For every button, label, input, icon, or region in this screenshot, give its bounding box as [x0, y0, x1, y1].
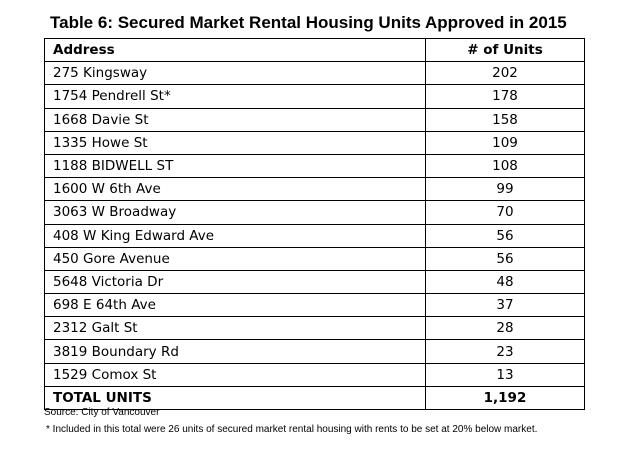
units-cell: 48 [425, 269, 585, 295]
units-cell: 158 [425, 107, 585, 132]
units-cell: 56 [425, 223, 585, 248]
units-cell: 99 [425, 177, 585, 202]
units-cell: 28 [425, 316, 585, 341]
units-cell: 56 [425, 246, 585, 271]
data-row: 1188 BIDWELL ST 108 [44, 153, 585, 179]
source-note: Source: City of Vancouver [44, 407, 160, 418]
units-cell: 108 [425, 153, 585, 179]
data-row: 3063 W Broadway 70 [44, 200, 585, 225]
address-cell: 275 Kingsway [44, 61, 426, 86]
address-cell: 450 Gore Avenue [44, 246, 426, 271]
table-title: Table 6: Secured Market Rental Housing U… [50, 13, 567, 32]
address-cell: 5648 Victoria Dr [44, 269, 426, 295]
address-cell: TOTAL UNITS [44, 385, 426, 411]
data-row: 275 Kingsway 202 [44, 61, 585, 86]
address-cell: 1668 Davie St [44, 107, 426, 132]
data-row: 1754 Pendrell St* 178 [44, 84, 585, 109]
data-row: 1600 W 6th Ave 99 [44, 177, 585, 202]
units-cell: 13 [425, 362, 585, 387]
units-cell: 1,192 [425, 385, 585, 411]
data-row: 450 Gore Avenue 56 [44, 246, 585, 271]
address-cell: 3819 Boundary Rd [44, 339, 426, 364]
address-cell: 1754 Pendrell St* [44, 84, 426, 109]
address-cell: 1600 W 6th Ave [44, 177, 426, 202]
data-row: 408 W King Edward Ave 56 [44, 223, 585, 248]
header-row: Address # of Units [44, 37, 585, 63]
data-row: 1335 Howe St 109 [44, 130, 585, 155]
data-row: 5648 Victoria Dr 48 [44, 269, 585, 295]
data-row: 1529 Comox St 13 [44, 362, 585, 387]
units-cell: 202 [425, 61, 585, 86]
data-row: 698 E 64th Ave 37 [44, 293, 585, 318]
address-cell: 1529 Comox St [44, 362, 426, 387]
address-cell: 2312 Galt St [44, 316, 426, 341]
address-cell: Address [44, 37, 426, 63]
units-cell: 178 [425, 84, 585, 109]
units-cell: # of Units [425, 37, 585, 63]
address-cell: 698 E 64th Ave [44, 293, 426, 318]
address-cell: 3063 W Broadway [44, 200, 426, 225]
units-table: Address # of Units 275 Kingsway 202 1754 Pen… [44, 37, 585, 411]
units-cell: 23 [425, 339, 585, 364]
units-cell: 70 [425, 200, 585, 225]
total-row: TOTAL UNITS 1,192 [44, 385, 585, 411]
units-cell: 37 [425, 293, 585, 318]
data-row: 3819 Boundary Rd 23 [44, 339, 585, 364]
address-cell: 1188 BIDWELL ST [44, 153, 426, 179]
footnote: * Included in this total were 26 units o… [46, 424, 538, 435]
units-cell: 109 [425, 130, 585, 155]
address-cell: 408 W King Edward Ave [44, 223, 426, 248]
data-row: 1668 Davie St 158 [44, 107, 585, 132]
data-row: 2312 Galt St 28 [44, 316, 585, 341]
address-cell: 1335 Howe St [44, 130, 426, 155]
